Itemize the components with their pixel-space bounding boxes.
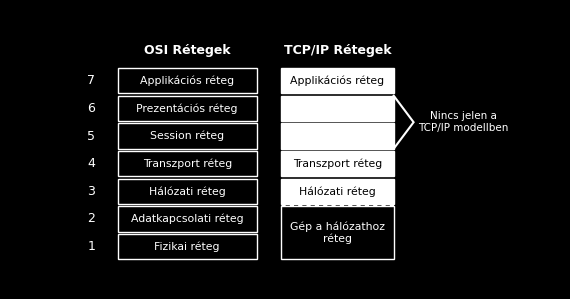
Text: TCP/IP Rétegek: TCP/IP Rétegek: [284, 44, 391, 57]
Text: Gép a hálózathoz
réteg: Gép a hálózathoz réteg: [290, 221, 385, 244]
Text: 7: 7: [87, 74, 95, 87]
Text: Hálózati réteg: Hálózati réteg: [149, 186, 226, 196]
Text: Transzport réteg: Transzport réteg: [293, 158, 382, 169]
Bar: [117, 206, 256, 231]
Text: 3: 3: [87, 185, 95, 198]
Bar: [281, 68, 394, 93]
Bar: [281, 151, 394, 176]
Text: Adatkapcsolati réteg: Adatkapcsolati réteg: [131, 214, 243, 224]
Bar: [117, 179, 256, 204]
Bar: [117, 68, 256, 93]
Bar: [281, 96, 394, 121]
Text: 1: 1: [87, 240, 95, 253]
Bar: [281, 179, 394, 204]
Bar: [117, 151, 256, 176]
Bar: [281, 206, 394, 259]
Text: 5: 5: [87, 129, 95, 143]
Text: Session réteg: Session réteg: [150, 131, 224, 141]
Text: Applikációs réteg: Applikációs réteg: [290, 76, 385, 86]
Bar: [117, 123, 256, 149]
Bar: [117, 234, 256, 259]
Text: Nincs jelen a
TCP/IP modellben: Nincs jelen a TCP/IP modellben: [418, 112, 508, 133]
Bar: [117, 96, 256, 121]
Text: 2: 2: [87, 212, 95, 225]
Text: 6: 6: [87, 102, 95, 115]
Text: OSI Rétegek: OSI Rétegek: [144, 44, 230, 57]
Text: Fizikai réteg: Fizikai réteg: [154, 241, 220, 252]
Text: Prezentációs réteg: Prezentációs réteg: [136, 103, 238, 114]
Text: Applikációs réteg: Applikációs réteg: [140, 76, 234, 86]
Bar: [281, 123, 394, 149]
Text: Transzport réteg: Transzport réteg: [142, 158, 232, 169]
Text: Hálózati réteg: Hálózati réteg: [299, 186, 376, 196]
Text: 4: 4: [87, 157, 95, 170]
